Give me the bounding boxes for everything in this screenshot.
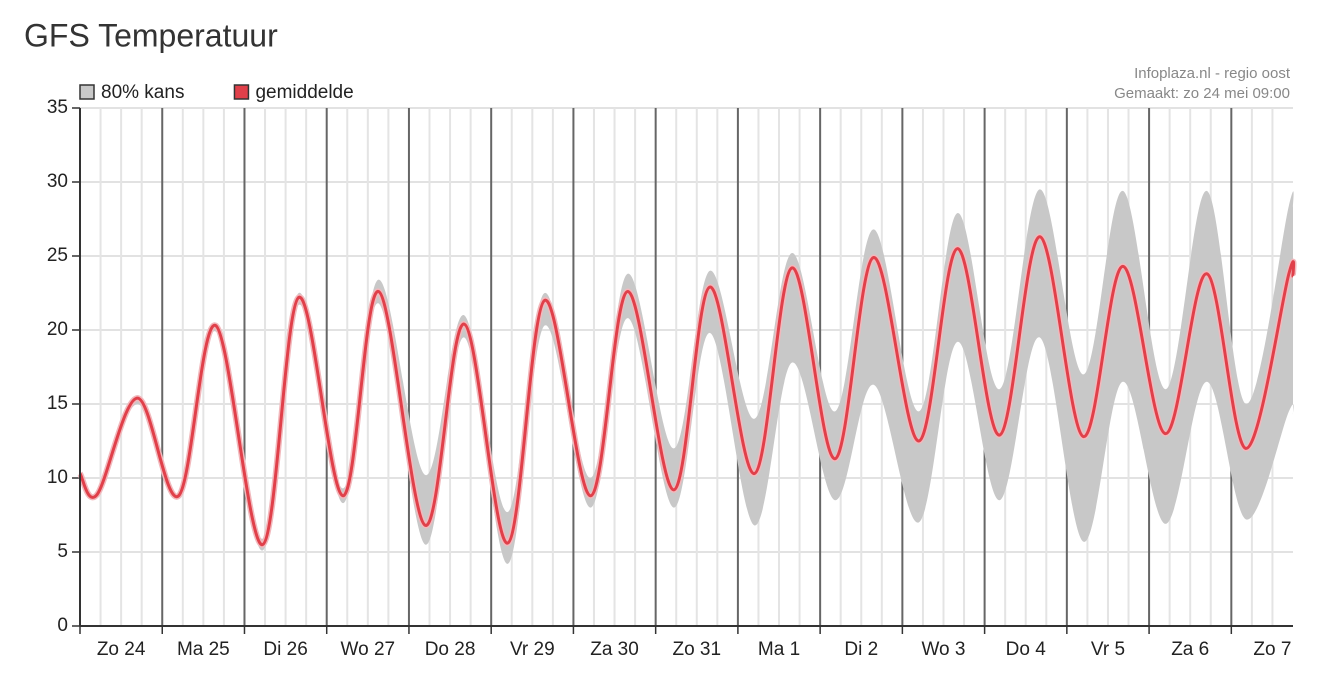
y-tick-label: 10 <box>47 467 68 488</box>
x-tick-label: Di 2 <box>844 639 878 660</box>
y-tick-label: 20 <box>47 319 68 340</box>
x-tick-label: Vr 5 <box>1091 639 1125 660</box>
legend-label: gemiddelde <box>255 82 353 103</box>
x-tick-label: Wo 3 <box>921 639 965 660</box>
x-tick-label: Zo 7 <box>1253 639 1291 660</box>
x-tick-label: Zo 24 <box>97 639 146 660</box>
chart-title: GFS Temperatuur <box>24 17 278 53</box>
x-tick-label: Ma 25 <box>177 639 230 660</box>
x-tick-label: Ma 1 <box>758 639 800 660</box>
legend-swatch <box>79 84 95 100</box>
legend-swatch <box>233 84 250 100</box>
x-tick-label: Vr 29 <box>510 639 555 660</box>
legend-label: 80% kans <box>101 82 184 103</box>
x-tick-label: Wo 27 <box>341 639 396 660</box>
x-tick-label: Do 28 <box>425 639 476 660</box>
x-tick-label: Za 6 <box>1171 639 1209 660</box>
source: Infoplaza.nl - regio oost <box>1134 65 1291 82</box>
y-tick-label: 15 <box>47 393 68 414</box>
y-tick-label: 30 <box>47 171 68 192</box>
x-tick-label: Di 26 <box>263 639 307 660</box>
x-tick-label: Za 30 <box>590 639 639 660</box>
y-tick-label: 25 <box>47 245 68 266</box>
y-tick-label: 0 <box>57 615 68 636</box>
band-area <box>80 189 1294 564</box>
x-tick-label: Zo 31 <box>672 639 721 660</box>
line <box>78 235 1296 547</box>
created: Gemaakt: zo 24 mei 09:00 <box>1114 85 1290 102</box>
y-tick-label: 35 <box>47 97 68 118</box>
x-tick-label: Do 4 <box>1006 639 1047 660</box>
y-tick-label: 5 <box>57 541 68 562</box>
